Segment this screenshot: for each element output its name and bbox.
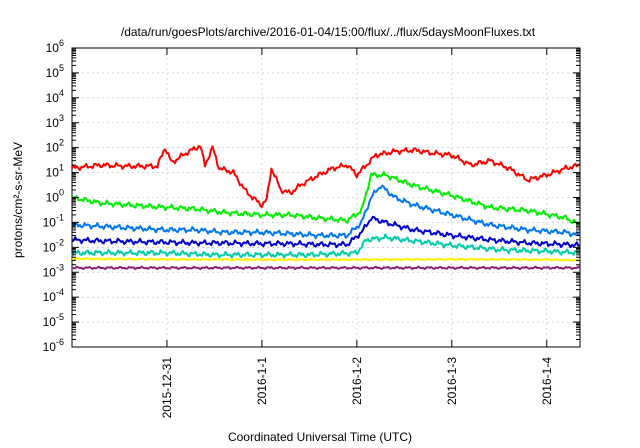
y-tick-label: 10-4 [43,287,64,304]
y-tick-label: 10-2 [43,237,64,254]
y-tick-label: 105 [46,63,64,80]
y-tick-label: 103 [46,113,64,130]
y-tick-label: 100 [46,188,64,205]
series-line-6 [71,257,581,262]
y-tick-label: 104 [46,88,64,105]
x-tick-label: 2015-12-31 [160,357,174,419]
y-tick-label: 10-6 [43,337,64,354]
series-layer [71,145,581,271]
y-axis-label: protons/cm²-s-sr-MeV [11,142,25,258]
x-tick-label: 2016-1-1 [255,357,269,405]
y-tick-label: 10-1 [43,212,64,229]
series-line-7 [71,265,581,271]
series-line-5 [71,233,581,259]
y-tick-label: 106 [46,38,64,55]
x-axis: 2015-12-31 2016-1-1 2016-1-2 2016-1-3 2016-1… [160,48,554,418]
y-tick-label: 102 [46,138,64,155]
grid [72,48,580,347]
x-tick-label: 2016-1-2 [350,357,364,405]
y-tick-label: 101 [46,163,64,180]
x-tick-label: 2016-1-4 [540,357,554,405]
series-line-3 [71,184,581,240]
y-tick-label: 10-3 [43,262,64,279]
series-line-4 [71,215,581,249]
x-tick-label: 2016-1-3 [445,357,459,405]
y-tick-label: 10-5 [43,312,64,329]
series-line-1 [71,145,581,208]
y-axis: 10-6 10-5 10-4 10-3 10-2 10-1 100 101 102 103 104 1… [43,38,580,354]
x-axis-label: Coordinated Universal Time (UTC) [228,430,412,444]
series-line-2 [71,171,581,226]
chart-title: /data/run/goesPlots/archive/2016-01-04/1… [121,25,536,39]
